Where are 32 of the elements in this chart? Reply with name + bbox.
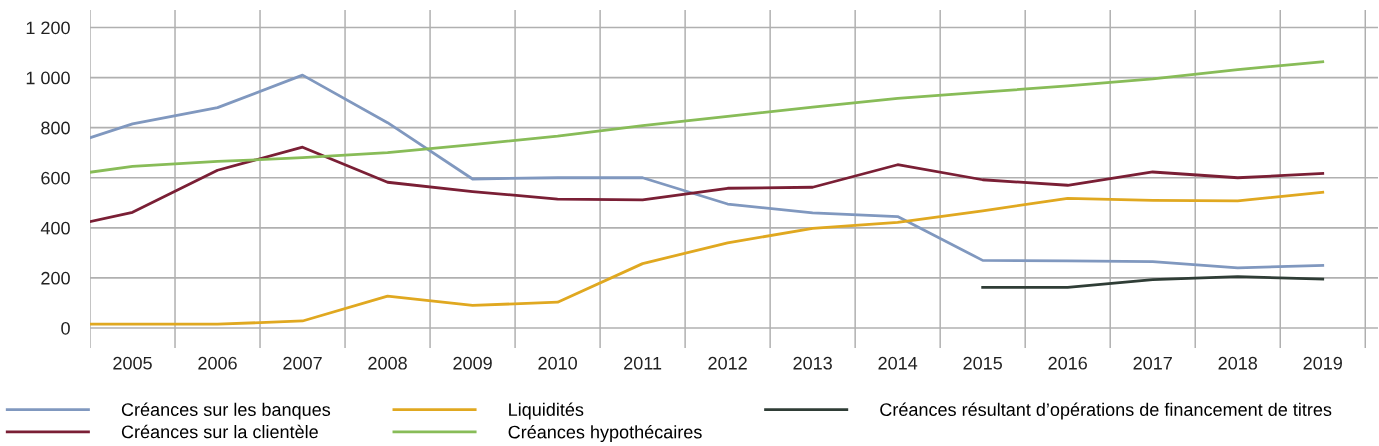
x-tick-label: 2010 (538, 356, 577, 370)
x-tick-label: 2012 (708, 356, 747, 370)
x-tick-label: 2009 (453, 356, 492, 370)
y-tick-label: 200 (41, 271, 70, 285)
x-tick-label: 2018 (1218, 356, 1258, 370)
y-tick-label: 1 200 (26, 21, 70, 35)
line-series (90, 60, 1325, 174)
y-tick-label: 600 (41, 171, 70, 185)
x-tick-label: 2011 (624, 356, 662, 370)
x-tick-label: 2008 (368, 356, 407, 370)
x-tick-label: 2015 (963, 356, 1002, 370)
legend-label: Créances sur la clientèle (121, 424, 318, 439)
legend-label: Créances résultant d’opérations de financement de titres (880, 402, 1332, 420)
x-tick-label: 2014 (878, 356, 918, 370)
y-tick-label: 400 (40, 221, 70, 235)
x-tick-label: 2017 (1133, 356, 1172, 370)
x-tick-label: 2016 (1048, 356, 1087, 370)
x-tick-label: 2013 (793, 356, 832, 370)
line-series (981, 275, 1325, 289)
y-tick-label: 800 (41, 121, 70, 135)
legend-label: Liquidités (509, 402, 584, 420)
line-series (90, 190, 1325, 326)
y-tick-label: 0 (61, 321, 70, 335)
legend-label: Créances sur les banques (121, 402, 331, 420)
x-tick-label: 2007 (283, 356, 322, 370)
x-tick-label: 2019 (1303, 356, 1342, 370)
legend-label: Créances hypothécaires (508, 425, 702, 443)
line-series (90, 145, 1325, 223)
x-tick-label: 2006 (198, 356, 237, 370)
x-tick-label: 2005 (113, 356, 152, 370)
line-series (90, 73, 1325, 270)
y-tick-label: 1 000 (26, 71, 70, 85)
